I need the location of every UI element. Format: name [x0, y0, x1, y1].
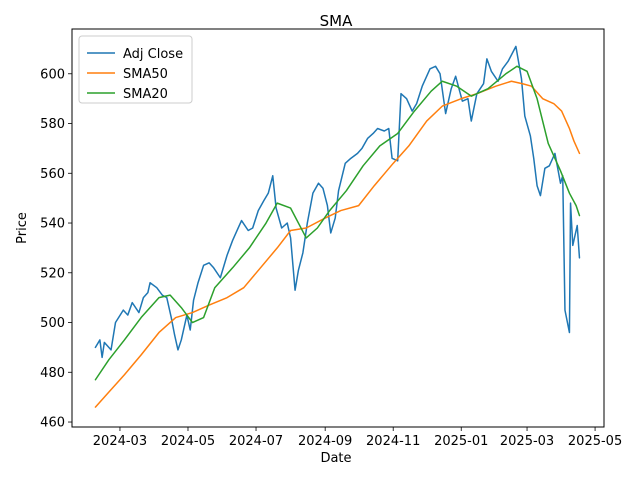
series-adj-close — [94, 45, 581, 359]
y-tick-label-1: 480 — [40, 366, 65, 381]
series-layer — [94, 45, 581, 408]
x-tick-label-3: 2024-09 — [298, 434, 352, 449]
y-axis-label: Price — [15, 212, 30, 244]
x-tick-label-1: 2024-05 — [161, 434, 215, 449]
x-tick-label-6: 2025-03 — [500, 434, 554, 449]
x-tick-label-4: 2024-11 — [366, 434, 420, 449]
series-sma50 — [94, 80, 581, 408]
x-axis-ticks: 2024-03 2024-05 2024-07 2024-09 2024-11 2025-… — [93, 427, 622, 449]
chart-title: SMA — [320, 12, 353, 30]
x-tick-label-0: 2024-03 — [93, 434, 147, 449]
series-sma20 — [94, 65, 581, 381]
series-line-adj-close — [94, 45, 581, 359]
legend-label-adj-close: Adj Close — [123, 47, 183, 62]
y-tick-label-7: 600 — [40, 67, 65, 82]
y-tick-label-6: 580 — [40, 117, 65, 132]
plot-area-frame — [71, 28, 605, 428]
x-tick-label-2: 2024-07 — [229, 434, 283, 449]
chart-legend: Adj Close SMA50 SMA20 — [78, 35, 193, 104]
series-line-sma50 — [94, 80, 581, 408]
y-axis-ticks: 460 480 500 520 540 560 580 600 — [40, 67, 72, 431]
y-tick-label-0: 460 — [40, 416, 65, 431]
y-tick-label-3: 520 — [40, 266, 65, 281]
y-tick-label-5: 560 — [40, 167, 65, 182]
x-tick-label-5: 2025-01 — [434, 434, 488, 449]
legend-label-sma20: SMA20 — [123, 87, 168, 102]
x-axis-label: Date — [320, 451, 351, 466]
y-tick-label-2: 500 — [40, 316, 65, 331]
x-tick-label-7: 2025-05 — [568, 434, 622, 449]
legend-label-sma50: SMA50 — [123, 67, 168, 82]
series-line-sma20 — [94, 65, 581, 381]
y-tick-label-4: 540 — [40, 217, 65, 232]
